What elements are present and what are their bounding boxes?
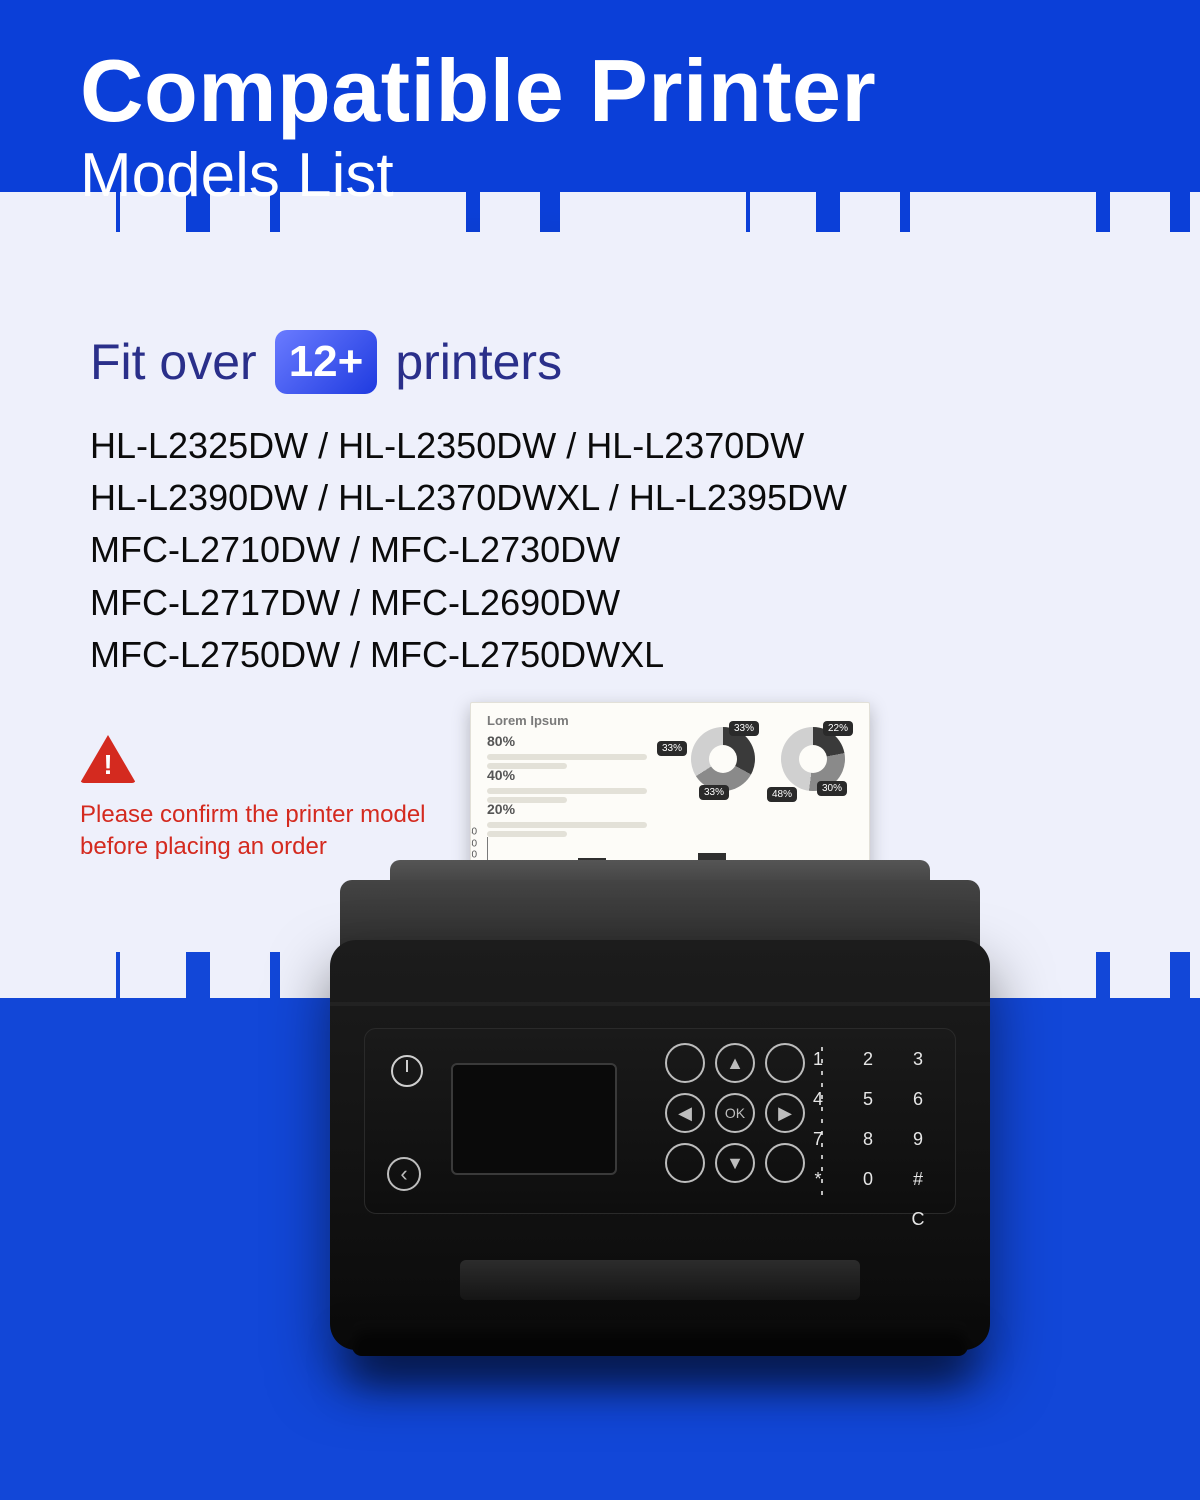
numpad-key: 6 [901, 1089, 935, 1121]
numpad-key: 5 [851, 1089, 885, 1121]
dpad-btn-aux-bl [665, 1143, 705, 1183]
numpad-key: 7 [801, 1129, 835, 1161]
numpad-key: 2 [851, 1049, 885, 1081]
numpad-key: 0 [851, 1169, 885, 1201]
fit-count-badge: 12+ [275, 330, 378, 394]
warning-icon [80, 735, 136, 783]
page-title: Compatible Printer [80, 40, 876, 142]
sheet-stat-pct: 80% [487, 733, 515, 749]
dpad-up-icon: ▲ [715, 1043, 755, 1083]
dpad-left-icon: ◀ [665, 1093, 705, 1133]
infographic-canvas: Compatible Printer Models List Fit over … [0, 0, 1200, 1500]
models-line: HL-L2390DW / HL-L2370DWXL / HL-L2395DW [90, 472, 1120, 524]
numpad-key: # [901, 1169, 935, 1201]
sheet-donut-label: 22% [823, 721, 853, 736]
fit-over-line: Fit over 12+ printers [90, 330, 562, 394]
models-line: MFC-L2717DW / MFC-L2690DW [90, 577, 1120, 629]
numpad-key: 3 [901, 1049, 935, 1081]
printer-base [352, 1320, 968, 1356]
dpad-btn-aux-br [765, 1143, 805, 1183]
sheet-stat-pct: 40% [487, 767, 515, 783]
sheet-donut-label: 33% [729, 721, 759, 736]
sheet-donut-label: 30% [817, 781, 847, 796]
models-line: HL-L2325DW / HL-L2350DW / HL-L2370DW [90, 420, 1120, 472]
numpad-key: 4 [801, 1089, 835, 1121]
page-subtitle: Models List [80, 140, 394, 211]
printed-sample-sheet: Lorem Ipsum 80% 40% 20% 33% 33% 33% 22% 30% 48% 4… [470, 702, 870, 882]
warning-block: Please confirm the printer model before … [80, 735, 440, 864]
sheet-stat-row: 20% [487, 801, 647, 837]
compatible-models-list: HL-L2325DW / HL-L2350DW / HL-L2370DWHL-L… [90, 420, 1120, 681]
back-icon [387, 1157, 421, 1191]
sheet-bar-ytick: 40 [470, 827, 477, 838]
models-line: MFC-L2710DW / MFC-L2730DW [90, 524, 1120, 576]
sheet-donut-label: 33% [657, 741, 687, 756]
dpad-btn-aux-tr [765, 1043, 805, 1083]
dpad-ok-button: OK [715, 1093, 755, 1133]
numpad-key: 9 [901, 1129, 935, 1161]
dpad-down-icon: ▼ [715, 1143, 755, 1183]
printer-body: ▲ ◀ OK ▶ ▼ 123 456 789 * 0 # C [330, 940, 990, 1350]
sheet-title: Lorem Ipsum [487, 713, 569, 728]
printer-dpad: ▲ ◀ OK ▶ ▼ [665, 1043, 805, 1183]
power-icon [391, 1055, 423, 1087]
models-line: MFC-L2750DW / MFC-L2750DWXL [90, 629, 1120, 681]
warning-text: Please confirm the printer model before … [80, 799, 440, 864]
numpad-key: 1 [801, 1049, 835, 1081]
numpad-key: * [801, 1169, 835, 1201]
sheet-bar-ytick: 30 [470, 838, 477, 849]
sheet-donut-label: 48% [767, 787, 797, 802]
sheet-stat-row: 40% [487, 767, 647, 803]
sheet-blur-line [487, 754, 647, 760]
sheet-stat-pct: 20% [487, 801, 515, 817]
numpad-key: C [901, 1209, 935, 1241]
sheet-donut-chart [691, 727, 755, 791]
printer-lcd [451, 1063, 617, 1175]
sheet-bar-ytick: 20 [470, 850, 477, 861]
sheet-blur-line [487, 788, 647, 794]
printer-control-panel: ▲ ◀ OK ▶ ▼ 123456789*0#C [364, 1028, 956, 1214]
printer-illustration: ▲ ◀ OK ▶ ▼ 123 456 789 * 0 # C [330, 880, 990, 1420]
sheet-stat-row: 80% [487, 733, 647, 769]
fit-suffix: printers [395, 333, 562, 391]
numpad-key: 8 [851, 1129, 885, 1161]
sheet-blur-line [487, 822, 647, 828]
sheet-donut-label: 33% [699, 785, 729, 800]
printer-numpad: 123 456 789 * 0 # C [801, 1049, 935, 1241]
fit-prefix: Fit over [90, 333, 257, 391]
dpad-btn-aux-tl [665, 1043, 705, 1083]
printer-front-slot [460, 1260, 860, 1300]
numpad-key [801, 1209, 835, 1241]
dpad-right-icon: ▶ [765, 1093, 805, 1133]
numpad-key [851, 1209, 885, 1241]
